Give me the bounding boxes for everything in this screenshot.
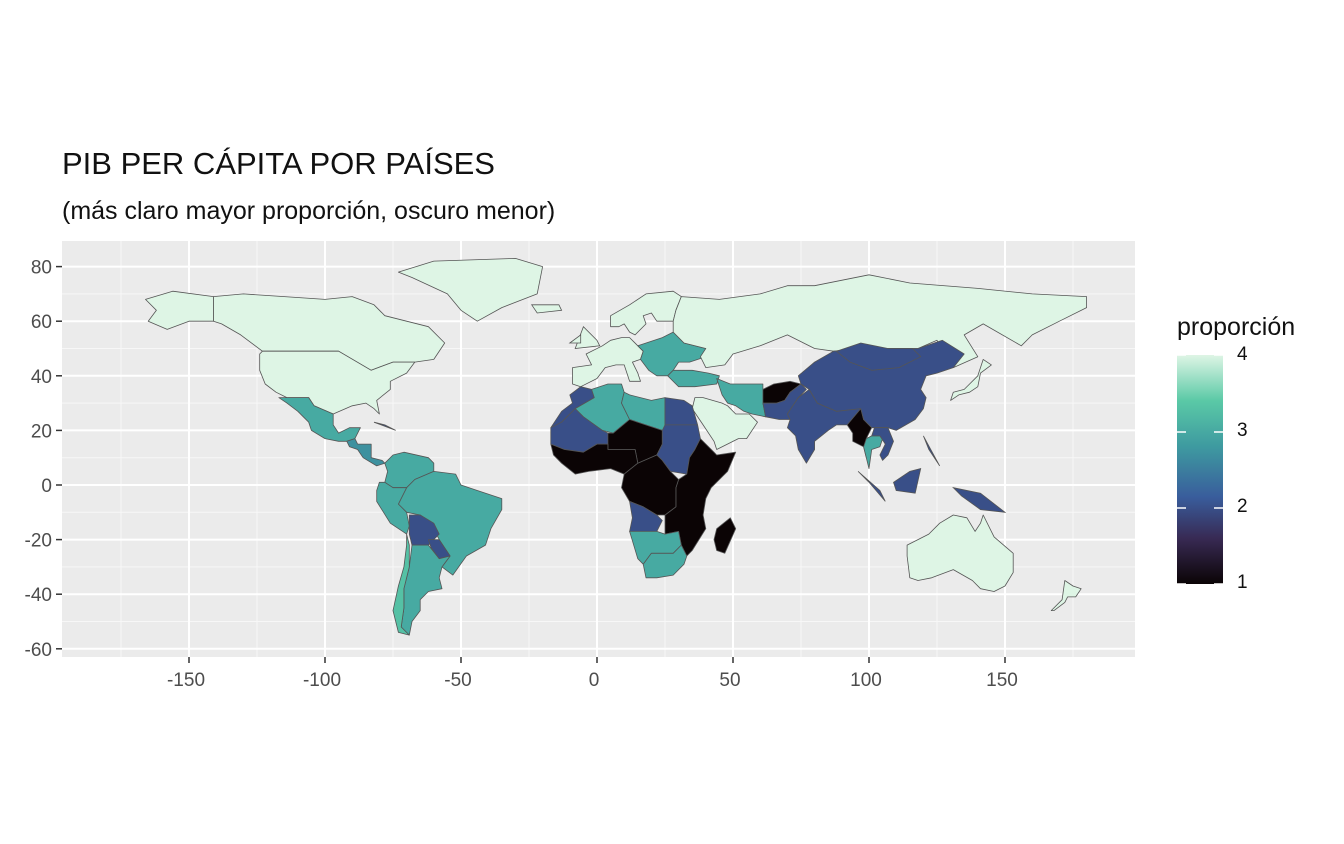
country-mongolia: [836, 342, 922, 371]
country-angola: [629, 501, 663, 532]
country-peru-ecuador: [376, 481, 410, 535]
country-chile: [392, 533, 410, 636]
island-shape: [574, 325, 601, 349]
country-new-zealand: [1050, 580, 1082, 611]
legend-label-4: 4: [1237, 344, 1248, 365]
island-shape: [530, 304, 563, 314]
x-tick-label: -100: [303, 670, 341, 691]
y-tick-label: -40: [25, 585, 52, 606]
island-shape: [893, 468, 922, 494]
y-tick-label: 40: [31, 367, 52, 388]
legend-label-3: 3: [1237, 420, 1248, 441]
y-tick-label: 20: [31, 421, 52, 442]
chart-subtitle: (más claro mayor proporción, oscuro meno…: [62, 197, 556, 225]
island-shape: [373, 421, 396, 431]
x-tick-label: 50: [719, 670, 740, 691]
country-turkey: [667, 369, 720, 388]
x-tick-label: 0: [589, 670, 600, 691]
y-tick-label: 0: [41, 476, 52, 497]
country-thailand: [863, 435, 883, 469]
y-tick-label: -20: [25, 531, 52, 552]
country-united-states: [259, 350, 416, 415]
country-iran: [716, 378, 766, 418]
country-japan: [950, 359, 992, 401]
country-south-africa: [642, 544, 688, 579]
country-southeast-asia: [871, 427, 894, 461]
y-tick-label: 80: [31, 258, 52, 279]
country-central-america: [346, 438, 386, 467]
x-tick-label: -50: [444, 670, 471, 691]
chart-title: PIB PER CÁPITA POR PAÍSES: [62, 146, 495, 181]
country-egypt: [664, 397, 698, 426]
y-tick-label: 60: [31, 312, 52, 333]
legend-title: proporción: [1177, 313, 1296, 341]
x-tick-label: 100: [850, 670, 882, 691]
x-tick-label: -150: [167, 670, 205, 691]
country-saudi-arabia-gulf: [691, 397, 758, 450]
legend-label-1: 1: [1237, 572, 1248, 593]
island-shape: [857, 471, 886, 502]
island-shape: [568, 334, 582, 344]
country-australia: [906, 514, 1014, 592]
country-scandinavia: [610, 290, 682, 336]
legend-colorbar: [1177, 355, 1223, 584]
y-tick-label: -60: [25, 640, 52, 661]
country-greenland: [398, 258, 543, 322]
legend-label-2: 2: [1237, 496, 1248, 517]
x-tick-label: 150: [986, 670, 1018, 691]
island-shape: [952, 487, 1007, 513]
country-alaska: [145, 290, 214, 330]
country-madagascar: [713, 517, 737, 554]
country-russia: [672, 274, 1087, 368]
island-shape: [923, 435, 941, 467]
